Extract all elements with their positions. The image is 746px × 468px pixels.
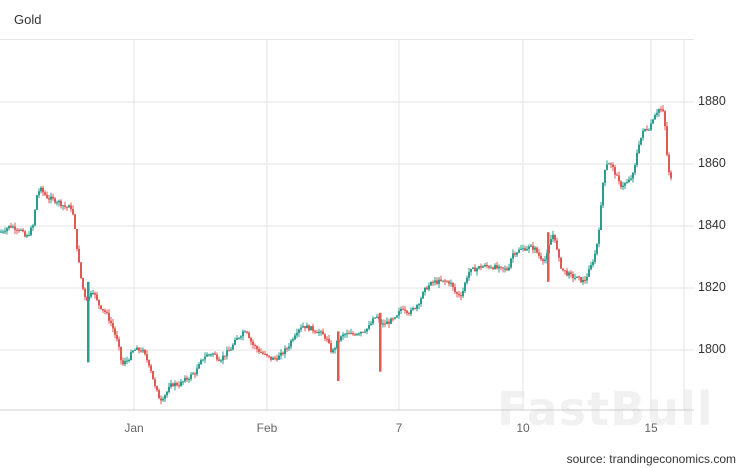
top-border xyxy=(0,39,694,40)
y-tick-label: 1860 xyxy=(698,156,726,170)
x-tick-label: Jan xyxy=(124,421,144,435)
x-tick-label: 10 xyxy=(516,421,530,435)
source-credit: source: trandingeconomics.com xyxy=(566,452,736,466)
watermark: FastBull xyxy=(497,382,714,436)
chart-title: Gold xyxy=(14,12,42,27)
y-tick-label: 1820 xyxy=(698,280,726,294)
x-tick-label: 15 xyxy=(644,421,658,435)
y-tick-label: 1840 xyxy=(698,218,726,232)
x-tick-label: Feb xyxy=(256,421,278,435)
y-tick-label: 1800 xyxy=(698,342,726,356)
x-tick-label: 7 xyxy=(395,421,403,435)
y-tick-label: 1880 xyxy=(698,94,726,108)
